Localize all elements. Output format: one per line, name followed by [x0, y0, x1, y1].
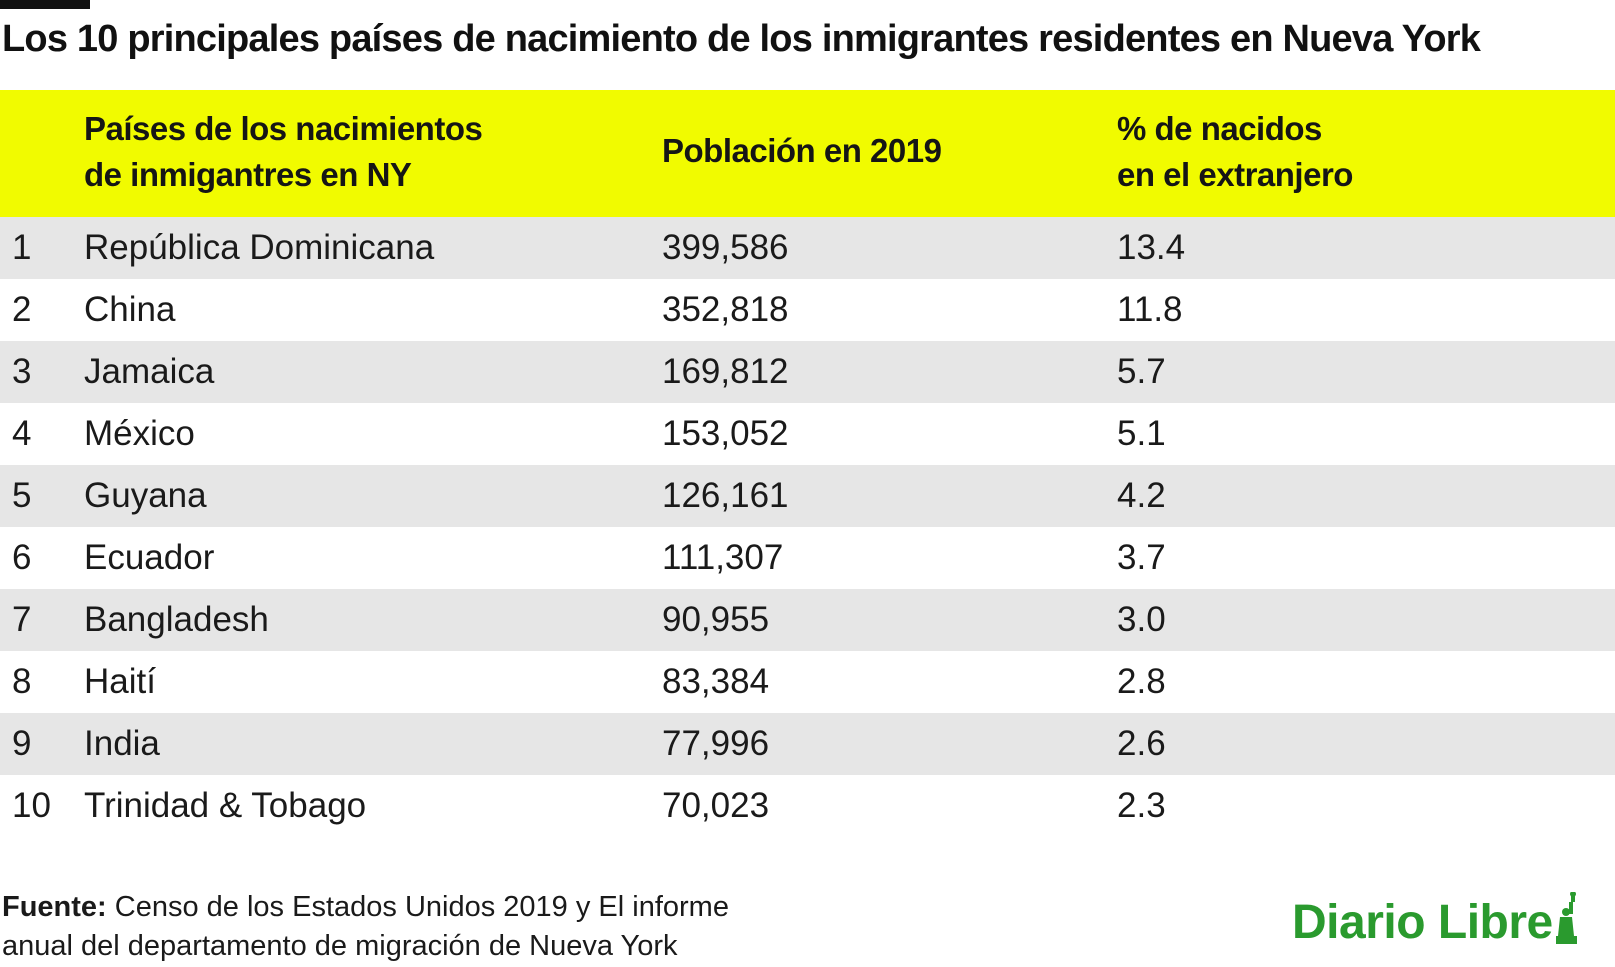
- data-table: Países de los nacimientos de inmigantres…: [0, 90, 1615, 837]
- table-body: 1 República Dominicana 399,586 13.4 2 China 35…: [0, 217, 1615, 837]
- table-row: 4 México 153,052 5.1: [0, 403, 1615, 465]
- country-cell: Trinidad & Tobago: [84, 786, 367, 825]
- country-cell: Ecuador: [84, 538, 215, 577]
- pct-cell: 3.0: [1117, 600, 1166, 639]
- population-cell: 153,052: [662, 414, 789, 453]
- rank-cell: 10: [12, 786, 51, 825]
- population-cell: 352,818: [662, 290, 789, 329]
- statue-of-liberty-icon: [1555, 892, 1577, 944]
- population-cell: 70,023: [662, 786, 770, 825]
- population-cell: 77,996: [662, 724, 770, 763]
- table-row: 3 Jamaica 169,812 5.7: [0, 341, 1615, 403]
- pct-cell: 2.6: [1117, 724, 1166, 763]
- chart-title: Los 10 principales países de nacimiento …: [2, 18, 1481, 60]
- rank-cell: 8: [12, 662, 32, 701]
- header-country-line1: Países de los nacimientos: [84, 110, 483, 147]
- country-cell: Haití: [84, 662, 156, 701]
- pct-cell: 2.8: [1117, 662, 1166, 701]
- pct-cell: 5.1: [1117, 414, 1166, 453]
- table-row: 1 República Dominicana 399,586 13.4: [0, 217, 1615, 279]
- rank-cell: 4: [12, 414, 32, 453]
- pct-cell: 2.3: [1117, 786, 1166, 825]
- header-country-line2: de inmigantres en NY: [84, 156, 412, 193]
- country-cell: Bangladesh: [84, 600, 269, 639]
- country-cell: República Dominicana: [84, 228, 435, 267]
- pct-cell: 4.2: [1117, 476, 1166, 515]
- rank-cell: 3: [12, 352, 32, 391]
- pct-cell: 3.7: [1117, 538, 1166, 577]
- population-cell: 126,161: [662, 476, 789, 515]
- country-cell: México: [84, 414, 195, 453]
- source-note: Fuente: Censo de los Estados Unidos 2019…: [2, 888, 729, 966]
- table-row: 10 Trinidad & Tobago 70,023 2.3: [0, 775, 1615, 837]
- source-label: Fuente:: [2, 891, 107, 923]
- table-row: 7 Bangladesh 90,955 3.0: [0, 589, 1615, 651]
- table-row: 8 Haití 83,384 2.8: [0, 651, 1615, 713]
- country-cell: China: [84, 290, 176, 329]
- header-population: Población en 2019: [662, 132, 942, 169]
- table-row: 2 China 352,818 11.8: [0, 279, 1615, 341]
- country-cell: India: [84, 724, 160, 763]
- pct-cell: 13.4: [1117, 228, 1186, 267]
- pct-cell: 5.7: [1117, 352, 1166, 391]
- top-accent-bar: [0, 0, 90, 9]
- rank-cell: 2: [12, 290, 32, 329]
- table-row: 9 India 77,996 2.6: [0, 713, 1615, 775]
- source-text-line1: Censo de los Estados Unidos 2019 y El in…: [106, 891, 729, 923]
- pct-cell: 11.8: [1117, 290, 1183, 329]
- header-pct: % de nacidos en el extranjero: [1117, 106, 1353, 198]
- population-cell: 83,384: [662, 662, 770, 701]
- population-cell: 90,955: [662, 600, 770, 639]
- population-cell: 399,586: [662, 228, 789, 267]
- table-header: Países de los nacimientos de inmigantres…: [0, 90, 1615, 217]
- header-country: Países de los nacimientos de inmigantres…: [84, 106, 483, 198]
- header-pct-line1: % de nacidos: [1117, 110, 1322, 147]
- rank-cell: 9: [12, 724, 32, 763]
- rank-cell: 1: [12, 228, 32, 267]
- rank-cell: 6: [12, 538, 32, 577]
- country-cell: Guyana: [84, 476, 207, 515]
- source-text-line2: anual del departamento de migración de N…: [2, 930, 678, 962]
- table-row: 6 Ecuador 111,307 3.7: [0, 527, 1615, 589]
- population-cell: 169,812: [662, 352, 789, 391]
- rank-cell: 5: [12, 476, 32, 515]
- rank-cell: 7: [12, 600, 32, 639]
- logo-text: Diario Libre: [1292, 896, 1553, 949]
- header-pct-line2: en el extranjero: [1117, 156, 1353, 193]
- diario-libre-logo: Diario Libre: [1292, 892, 1581, 948]
- population-cell: 111,307: [662, 538, 784, 577]
- country-cell: Jamaica: [84, 352, 215, 391]
- table-row: 5 Guyana 126,161 4.2: [0, 465, 1615, 527]
